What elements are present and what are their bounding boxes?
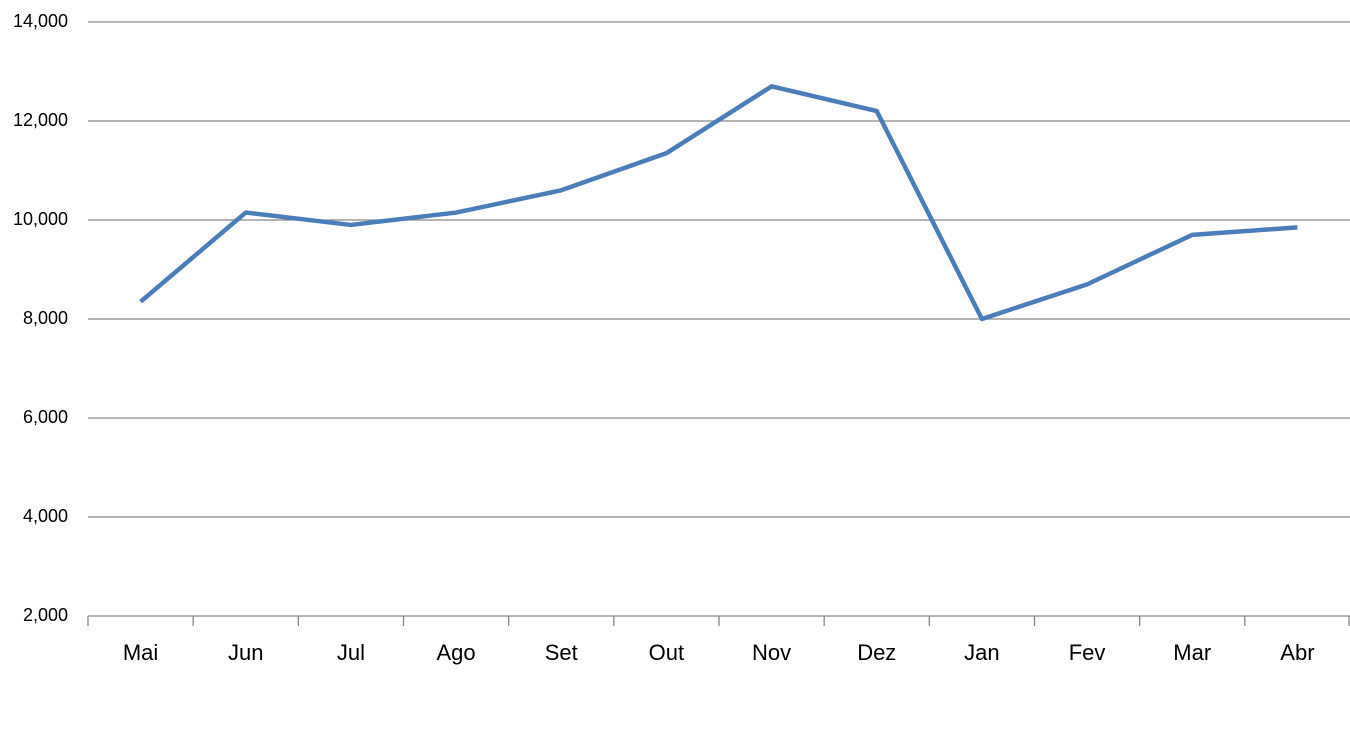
x-tick-label: Set	[545, 640, 578, 665]
x-tick-label: Dez	[857, 640, 896, 665]
x-tick-label: Jun	[228, 640, 263, 665]
y-tick-label: 4,000	[23, 506, 68, 526]
y-tick-label: 10,000	[13, 209, 68, 229]
x-tick-label: Nov	[752, 640, 791, 665]
x-tick-label: Ago	[437, 640, 476, 665]
y-tick-label: 6,000	[23, 407, 68, 427]
x-tick-label: Mar	[1173, 640, 1211, 665]
x-tick-label: Jan	[964, 640, 999, 665]
x-tick-label: Abr	[1280, 640, 1314, 665]
x-tick-label: Fev	[1069, 640, 1106, 665]
x-tick-label: Mai	[123, 640, 158, 665]
y-tick-label: 14,000	[13, 11, 68, 31]
data-line	[139, 84, 1298, 322]
y-tick-label: 12,000	[13, 110, 68, 130]
x-tick-label: Jul	[337, 640, 365, 665]
x-tick-label: Out	[649, 640, 684, 665]
y-tick-label: 2,000	[23, 605, 68, 625]
y-tick-label: 8,000	[23, 308, 68, 328]
